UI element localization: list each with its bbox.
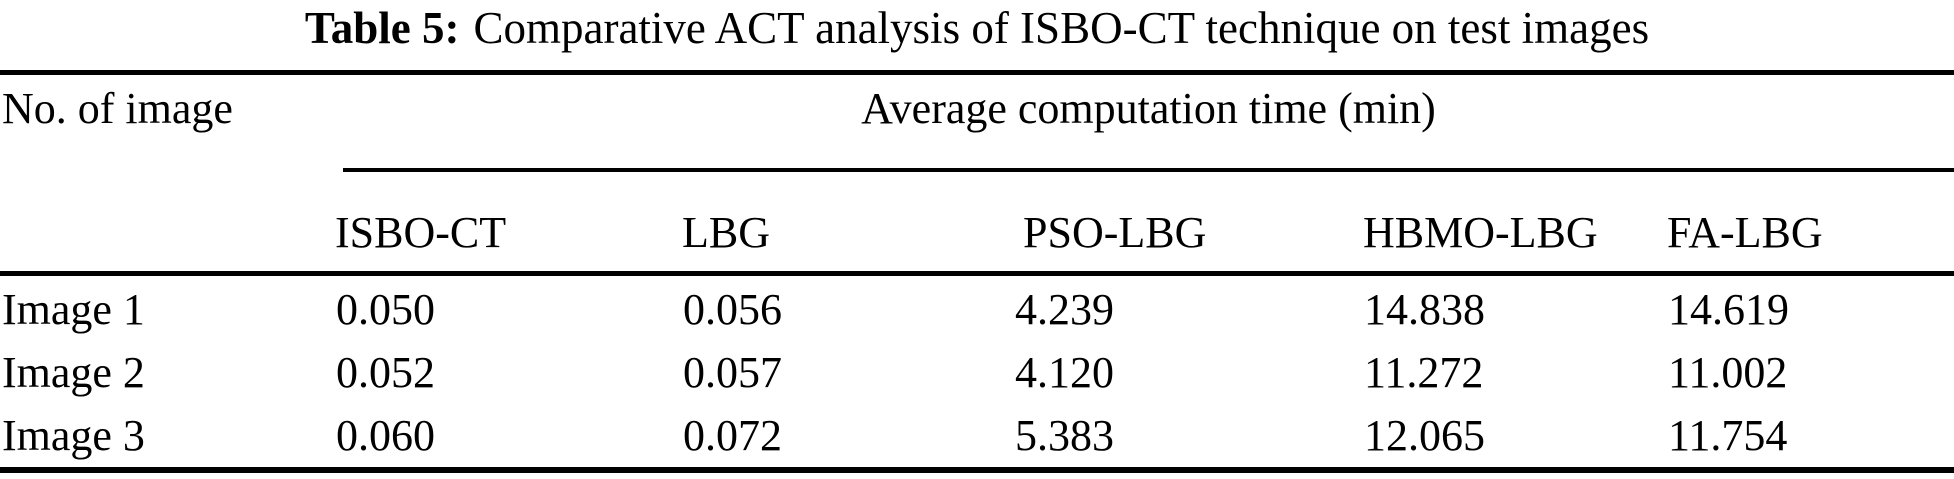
cell-image1-isbo-ct: 0.050 [336, 285, 435, 334]
spanner-rule [343, 168, 1954, 172]
cell-image1-hbmo-lbg: 14.838 [1364, 285, 1485, 334]
cell-image2-lbg: 0.057 [683, 348, 782, 397]
column-header-no-of-image: No. of image [2, 84, 233, 133]
column-header-lbg: LBG [682, 208, 770, 257]
table-caption-number: Table 5: [304, 3, 460, 53]
cell-image2-isbo-ct: 0.052 [336, 348, 435, 397]
cell-image1-fa-lbg: 14.619 [1668, 285, 1789, 334]
cell-image3-fa-lbg: 11.754 [1668, 411, 1788, 460]
row-label-image-1: Image 1 [2, 285, 145, 334]
column-header-isbo-ct: ISBO-CT [335, 208, 507, 257]
cell-image3-hbmo-lbg: 12.065 [1364, 411, 1485, 460]
cell-image3-lbg: 0.072 [683, 411, 782, 460]
cell-image3-pso-lbg: 5.383 [1015, 411, 1114, 460]
row-label-image-2: Image 2 [2, 348, 145, 397]
bottom-rule [0, 467, 1954, 473]
cell-image1-lbg: 0.056 [683, 285, 782, 334]
column-header-hbmo-lbg: HBMO-LBG [1363, 208, 1598, 257]
column-header-fa-lbg: FA-LBG [1667, 208, 1823, 257]
cell-image2-fa-lbg: 11.002 [1668, 348, 1788, 397]
cell-image1-pso-lbg: 4.239 [1015, 285, 1114, 334]
cell-image2-pso-lbg: 4.120 [1015, 348, 1114, 397]
cell-image3-isbo-ct: 0.060 [336, 411, 435, 460]
spanning-header-average-computation-time: Average computation time (min) [861, 84, 1436, 133]
table-caption: Table 5: Comparative ACT analysis of ISBO… [0, 2, 1954, 54]
cell-image2-hbmo-lbg: 11.272 [1364, 348, 1484, 397]
table-caption-text: Comparative ACT analysis of ISBO-CT tech… [473, 3, 1650, 53]
row-label-image-3: Image 3 [2, 411, 145, 460]
column-header-pso-lbg: PSO-LBG [1023, 208, 1207, 257]
header-body-rule [0, 271, 1954, 276]
top-rule [0, 70, 1954, 75]
